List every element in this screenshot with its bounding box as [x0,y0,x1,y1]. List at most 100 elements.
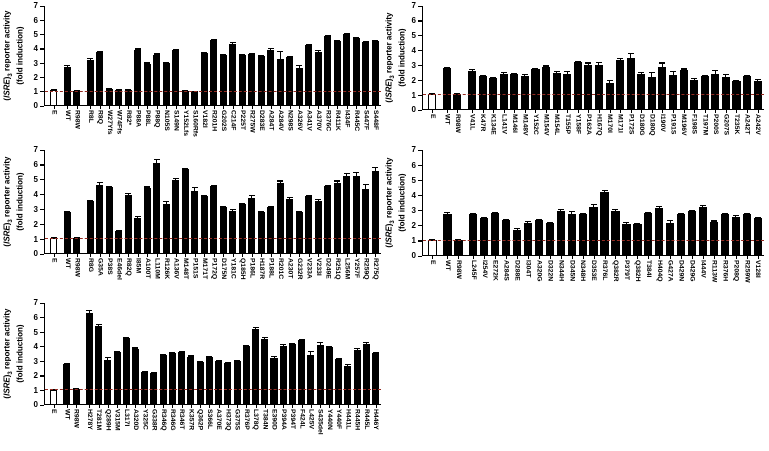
x-tick-label: V233I [314,258,322,276]
error-bar-cap [248,52,255,54]
bar-slot: G207S [721,6,732,148]
error-bar [670,71,676,76]
x-tick-label: I434F [343,110,351,128]
bar-WT [63,212,71,254]
error-bar [197,361,204,363]
error-bar-cap [224,362,231,364]
y-tick-label: 2 [33,219,38,229]
x-tick-label: P162A [584,114,592,135]
x-tick-mark [90,106,92,109]
y-tick-mark [418,35,422,37]
x-tick-mark [128,254,130,257]
x-tick-mark [67,106,69,109]
error-bar [344,364,351,367]
bar-slot: R376L [599,150,610,300]
x-tick-mark [76,405,78,408]
bar-slot: L110M [152,150,162,298]
y-axis-title-text: (ISRE)3 reporter activity (fold induction… [2,10,25,102]
error-bar [115,89,122,91]
x-tick-mark [166,254,168,257]
error-bar [535,218,542,220]
error-bar [689,209,696,211]
error-bar-cap [733,80,740,82]
bar-R82Q [124,195,132,254]
bar-slot: D249E [323,150,333,298]
x-tick-mark [301,405,303,408]
x-tick-label: N105S [162,110,170,131]
error-bar [595,61,602,65]
x-tick-mark [447,256,449,259]
bar-S366L [205,356,213,405]
y-tick-label: 7 [411,1,416,11]
bar-C214F [229,43,237,106]
bar-slot: R8G [86,150,96,298]
error-bar-cap [429,239,436,241]
bar-G207S [721,76,730,110]
x-tick-mark [109,254,111,257]
error-bar-cap [343,173,350,175]
bar-slot: Q362P [196,303,205,449]
error-bar-stem [317,49,319,53]
x-tick-label: M170I [606,114,614,133]
error-bar [248,195,255,198]
bar-N348H [578,214,587,256]
error-bar [172,177,179,180]
error-bar [50,89,57,91]
bar-slot: I85M [133,150,143,298]
error-bar [125,88,132,90]
x-tick-mark [757,110,759,113]
x-tick-label: A100T [143,258,151,279]
bar-slot: T197M [699,6,710,148]
error-bar-cap [500,72,507,74]
x-tick-label: G338R [150,409,158,431]
x-tick-mark [458,256,460,259]
error-bar-cap [191,91,198,93]
bar-G202S [219,55,227,106]
bar-R376H [720,213,729,256]
bar-slot: R98W [71,303,80,449]
bar-slot: P172Q [209,150,219,298]
y-tick-label: 2 [33,371,38,381]
error-bar [490,77,497,79]
y-tick-mark [418,164,422,166]
bar-slot: M154L [551,6,562,148]
bar-Y181C [229,210,237,254]
bar-slot: R445C [352,6,362,144]
x-tick-mark [308,106,310,109]
x-tick-mark [185,254,187,257]
bar-Q382R [611,210,620,256]
error-bar [324,184,331,186]
x-tick-mark [747,110,749,113]
x-tick-label: T384I [644,260,652,278]
x-tick-label: L256M [343,258,351,280]
error-bar [701,74,708,76]
x-tick-label: E [50,110,58,115]
x-tick-mark [135,405,137,408]
bar-slot: M196V [678,6,689,148]
bar-H441L [344,366,352,405]
x-tick-label: P186L [248,258,256,279]
bar-R275W [248,53,256,106]
y-axis [44,6,46,106]
x-tick-mark [99,254,101,257]
error-bar [234,359,241,361]
error-bar [104,356,111,360]
bar-M171T [200,196,208,254]
bar-slot: R8L [86,6,96,144]
bar-slot: P379T [621,150,632,300]
error-bar [444,212,451,214]
error-bar-stem [640,72,642,75]
bar-Y325C [141,372,149,405]
error-bar [362,40,369,42]
x-tick-mark [432,110,434,113]
bar-T155P [563,73,572,110]
error-bar [659,62,666,67]
error-bar-cap [691,78,698,80]
error-bar-cap [50,388,57,390]
x-tick-mark [702,256,704,259]
error-bar-cap [590,203,597,205]
bar-R8G [86,201,94,254]
x-tick-label: R98W [72,409,80,428]
bar-R113W [709,221,719,256]
x-tick-mark [549,256,551,259]
